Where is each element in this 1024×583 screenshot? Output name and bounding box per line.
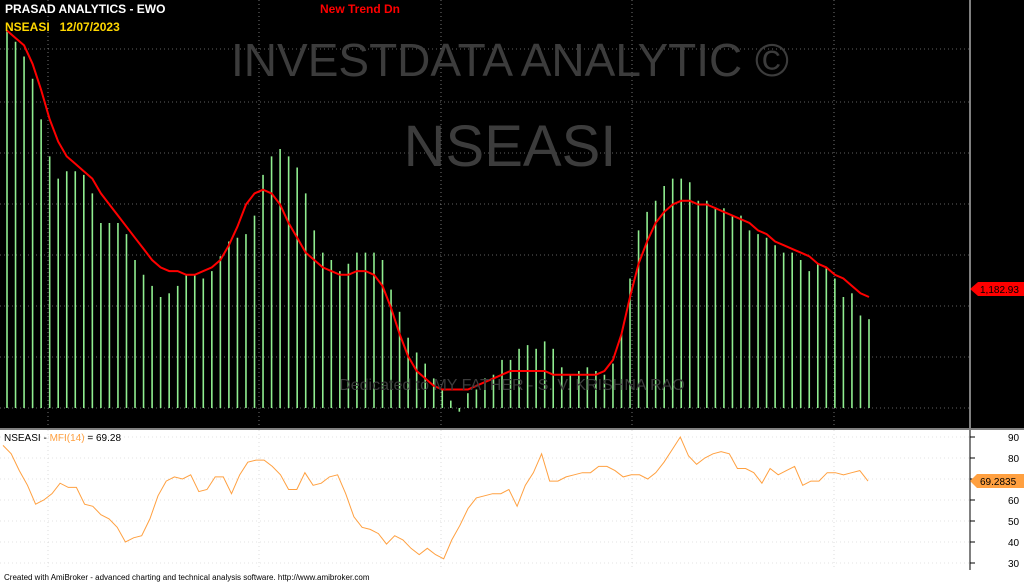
trend-status: New Trend Dn bbox=[320, 2, 400, 16]
mfi-legend: NSEASI - MFI(14) = 69.28 bbox=[4, 433, 121, 444]
y-tick-label: 60 bbox=[1008, 496, 1020, 507]
lower-last-value-label: 69.2835 bbox=[980, 477, 1017, 488]
lower-grid bbox=[0, 430, 970, 570]
y-tick-label: 30 bbox=[1008, 559, 1020, 570]
watermark-symbol: NSEASI bbox=[404, 114, 617, 179]
upper-last-value-marker bbox=[970, 282, 1024, 296]
panel-divider bbox=[0, 428, 1024, 430]
dedication-watermark: Dedicated to MY FATHER - S. V. KRISHNA R… bbox=[339, 377, 685, 394]
lower-last-value-marker bbox=[970, 474, 1024, 488]
upper-last-value-label: 1,182.93 bbox=[980, 285, 1019, 296]
y-tick-label: 80 bbox=[1008, 454, 1020, 465]
symbol-date: NSEASI 12/07/2023 bbox=[5, 20, 120, 34]
trend-line bbox=[6, 29, 870, 391]
watermark-title: INVESTDATA ANALYTIC © bbox=[231, 34, 789, 86]
chart-title: PRASAD ANALYTICS - EWO bbox=[5, 2, 165, 16]
upper-panel-background bbox=[0, 0, 970, 428]
footer-bar bbox=[0, 570, 1024, 583]
mfi-legend-indicator: MFI(14) bbox=[50, 433, 85, 444]
mfi-legend-value: = 69.28 bbox=[85, 433, 122, 444]
ewo-bars bbox=[6, 30, 870, 412]
lower-right-axis bbox=[970, 430, 1024, 570]
mfi-line bbox=[2, 435, 869, 560]
footer-credit: Created with AmiBroker - advanced charti… bbox=[4, 573, 370, 582]
y-tick-label: 50 bbox=[1008, 517, 1020, 528]
upper-right-axis bbox=[970, 0, 1024, 428]
mfi-legend-symbol: NSEASI - bbox=[4, 433, 50, 444]
y-tick-label: 40 bbox=[1008, 538, 1020, 549]
y-tick-label: 90 bbox=[1008, 433, 1020, 444]
